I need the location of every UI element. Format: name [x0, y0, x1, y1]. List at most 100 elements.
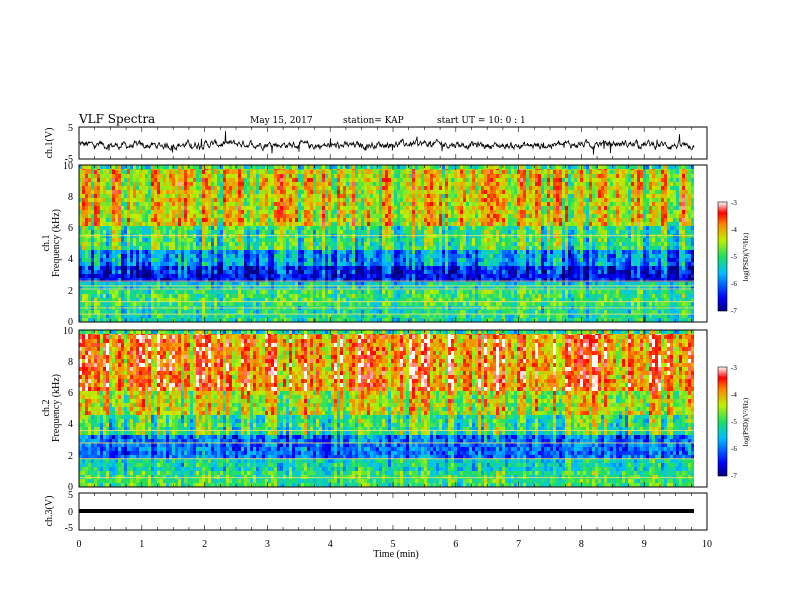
spectrogram-cell: [319, 290, 322, 294]
spectrogram-cell: [151, 246, 154, 250]
spectrogram-cell: [127, 258, 130, 262]
spectrogram-cell: [421, 190, 424, 194]
spectrogram-cell: [196, 218, 199, 222]
spectrogram-cell: [346, 230, 349, 234]
spectrogram-cell: [202, 310, 205, 314]
spectrogram-cell: [175, 250, 178, 254]
spectrogram-cell: [283, 174, 286, 178]
spectrogram-cell: [118, 230, 121, 234]
spectrogram-cell: [82, 250, 85, 254]
spectrogram-cell: [382, 202, 385, 206]
spectrogram-cell: [157, 174, 160, 178]
spectrogram-cell: [412, 222, 415, 226]
spectrogram-cell: [133, 226, 136, 230]
spectrogram-cell: [193, 294, 196, 298]
spectrogram-cell: [232, 194, 235, 198]
spectrogram-cell: [445, 266, 448, 270]
spectrogram-cell: [265, 210, 268, 214]
spectrogram-cell: [289, 270, 292, 274]
spectrogram-cell: [298, 165, 301, 169]
spectrogram-cell: [229, 194, 232, 198]
spectrogram-cell: [412, 214, 415, 218]
spectrogram-cell: [118, 190, 121, 194]
spectrogram-cell: [160, 266, 163, 270]
spectrogram-cell: [388, 274, 391, 278]
spectrogram-cell: [319, 302, 322, 306]
spectrogram-cell: [151, 222, 154, 226]
spectrogram-cell: [130, 242, 133, 246]
spectrogram-cell: [409, 170, 412, 174]
spectrogram-cell: [331, 270, 334, 274]
spectrogram-cell: [283, 270, 286, 274]
spectrogram-cell: [205, 242, 208, 246]
spectrogram-cell: [226, 222, 229, 226]
spectrogram-cell: [181, 310, 184, 314]
spectrogram-cell: [175, 174, 178, 178]
spectrogram-cell: [286, 270, 289, 274]
spectrogram-cell: [175, 318, 178, 322]
spectrogram-cell: [322, 214, 325, 218]
spectrogram-cell: [283, 310, 286, 314]
spectrogram-cell: [130, 270, 133, 274]
spectrogram-cell: [220, 274, 223, 278]
spectrogram-cell: [349, 310, 352, 314]
spectrogram-cell: [148, 170, 151, 174]
spectrogram-cell: [337, 246, 340, 250]
spectrogram-cell: [133, 270, 136, 274]
spectrogram-cell: [163, 190, 166, 194]
spectrogram-cell: [352, 226, 355, 230]
spectrogram-cell: [391, 174, 394, 178]
spectrogram-cell: [304, 238, 307, 242]
spectrogram-cell: [97, 238, 100, 242]
spectrogram-cell: [166, 250, 169, 254]
spectrogram-cell: [334, 214, 337, 218]
spectrogram-cell: [391, 226, 394, 230]
spectrogram-cell: [250, 290, 253, 294]
spectrogram-cell: [430, 174, 433, 178]
spectrogram-cell: [163, 226, 166, 230]
spectrogram-cell: [109, 290, 112, 294]
spectrogram-cell: [130, 238, 133, 242]
spectrogram-cell: [157, 238, 160, 242]
spectrogram-cell: [328, 214, 331, 218]
spectrogram-cell: [337, 230, 340, 234]
spectrogram-cell: [190, 274, 193, 278]
spectrogram-cell: [109, 194, 112, 198]
spectrogram-cell: [301, 258, 304, 262]
spectrogram-cell: [151, 270, 154, 274]
spectrogram-cell: [298, 230, 301, 234]
spectrogram-cell: [133, 214, 136, 218]
spectrogram-cell: [370, 202, 373, 206]
spectrogram-cell: [253, 294, 256, 298]
spectrogram-cell: [430, 202, 433, 206]
spectrogram-cell: [274, 230, 277, 234]
spectrogram-cell: [259, 198, 262, 202]
spectrogram-cell: [424, 210, 427, 214]
spectrogram-cell: [139, 214, 142, 218]
spectrogram-cell: [106, 258, 109, 262]
spectrogram-cell: [217, 194, 220, 198]
spectrogram-cell: [259, 250, 262, 254]
spectrogram-cell: [100, 262, 103, 266]
spectrogram-cell: [304, 190, 307, 194]
spectrogram-cell: [412, 270, 415, 274]
spectrogram-cell: [223, 165, 226, 169]
spectrogram-cell: [442, 250, 445, 254]
spectrogram-cell: [82, 274, 85, 278]
spectrogram-cell: [226, 258, 229, 262]
spectrogram-cell: [82, 242, 85, 246]
spectrogram-cell: [277, 250, 280, 254]
spectrogram-cell: [109, 270, 112, 274]
spectrogram-cell: [355, 222, 358, 226]
spectrogram-cell: [331, 178, 334, 182]
spectrogram-cell: [364, 218, 367, 222]
spectrogram-cell: [334, 190, 337, 194]
spectrogram-cell: [415, 190, 418, 194]
spectrogram-cell: [241, 218, 244, 222]
spectrogram-cell: [343, 250, 346, 254]
spectrogram-cell: [172, 262, 175, 266]
spectrogram-cell: [82, 290, 85, 294]
spectrogram-cell: [262, 214, 265, 218]
spectrogram-cell: [220, 238, 223, 242]
spectrogram-cell: [214, 182, 217, 186]
